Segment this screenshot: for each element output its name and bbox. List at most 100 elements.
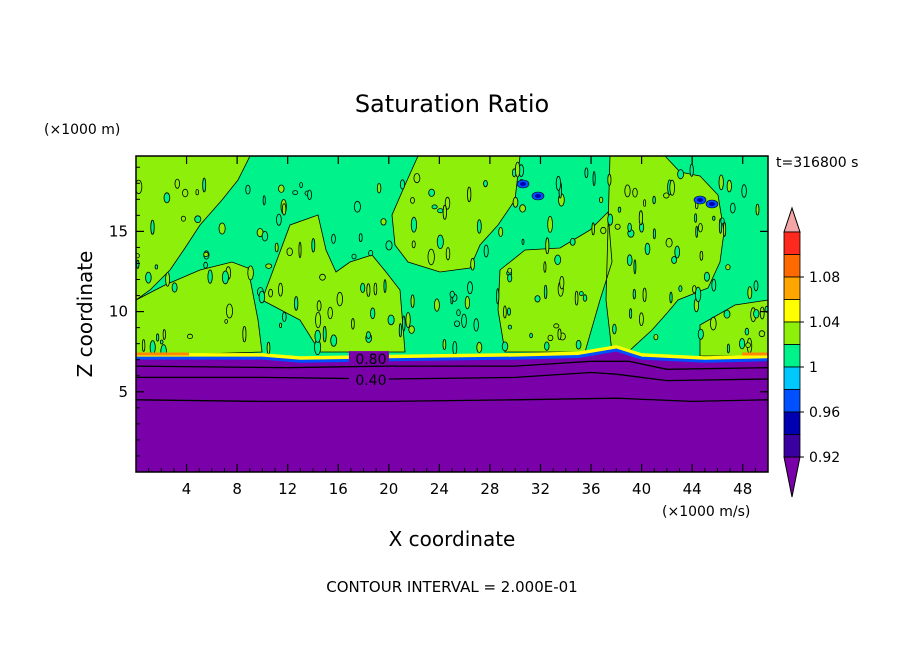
contour-speckle (405, 312, 411, 328)
contour-speckle (709, 316, 717, 331)
time-label: t=316800 s (776, 155, 858, 171)
contour-speckle (427, 248, 435, 266)
colorbar-band (783, 231, 801, 255)
contour-speckle (543, 261, 547, 273)
contour-speckle (544, 341, 550, 351)
contour-speckle (745, 342, 751, 348)
x-tick-label: 12 (278, 480, 297, 498)
subsaturated-spot-core (697, 198, 703, 202)
colorbar-band (783, 389, 801, 413)
colorbar-band (783, 254, 801, 278)
contour-speckle (245, 184, 251, 195)
contour-speckle (315, 311, 322, 329)
y-tick-label: 5 (118, 383, 128, 401)
contour-speckle (507, 324, 512, 330)
contour-speckle (582, 294, 588, 302)
contour-speckle (547, 215, 553, 233)
contour-speckle (431, 204, 438, 210)
contour-speckle (262, 195, 266, 206)
contour-speckle (368, 250, 374, 257)
contour-speckle (652, 195, 656, 205)
contour-speckle (726, 343, 730, 354)
contour-speckle (652, 228, 656, 240)
contour-speckle (202, 177, 207, 193)
contour-speckle (753, 309, 760, 319)
colorbar-label: 0.96 (809, 405, 840, 421)
contour-speckle (624, 184, 631, 198)
contour-speckle (180, 215, 186, 222)
x-tick-label: 4 (182, 480, 192, 498)
contour-speckle (162, 328, 166, 340)
contour-speckle (353, 200, 361, 213)
x-tick-label: 48 (733, 480, 752, 498)
contour-speckle (669, 179, 675, 196)
contour-speckle (433, 298, 440, 312)
contour-speckle (483, 180, 488, 188)
contour-speckle (720, 217, 725, 225)
edge-orange-strip (136, 352, 189, 356)
contour-speckle (398, 323, 402, 338)
contour-speckle (366, 283, 371, 297)
contour-speckle (195, 189, 199, 196)
contour-speckle (281, 311, 287, 322)
cloud-base-edge (136, 348, 768, 363)
contour-speckle (225, 303, 233, 319)
contour-speckle (607, 213, 614, 226)
x-tick-label: 36 (581, 480, 600, 498)
contour-speckle (258, 290, 266, 304)
contour-speckle (579, 291, 584, 297)
contour-speckle (149, 340, 156, 355)
contour-speckle (569, 237, 576, 246)
contour-speckle (555, 175, 562, 191)
colorbar-bottom-arrow (783, 456, 801, 498)
contour-speckle (428, 188, 435, 197)
y-axis-label: Z coordinate (73, 251, 97, 378)
x-tick-label: 24 (430, 480, 449, 498)
contour-speckle (136, 253, 140, 259)
colorbar-band (783, 344, 801, 368)
colorbar-top-arrow (783, 206, 801, 233)
contour-speckle (534, 295, 541, 303)
contour-speckle (698, 222, 703, 233)
contour-speckle (449, 290, 455, 298)
contour-speckle (529, 332, 533, 339)
contour-speckle (453, 320, 460, 327)
contour-speckle (629, 308, 633, 319)
contour-speckle (575, 339, 582, 350)
contour-speckle (632, 187, 638, 198)
contour-speckle (154, 264, 159, 270)
contour-speckle (351, 253, 357, 260)
x-tick-label: 44 (683, 480, 702, 498)
contour-label-group: 0.80 0.40 (348, 351, 389, 389)
contour-speckle (218, 222, 226, 235)
contour-speckle (476, 219, 482, 234)
y-unit-label: (×1000 m) (44, 122, 120, 138)
contour-speckle (725, 264, 731, 271)
contour-speckle (617, 206, 622, 213)
contour-speckle (444, 196, 451, 210)
contour-speckle (695, 225, 699, 238)
contour-speckle (373, 282, 378, 296)
contour-speckle (436, 234, 444, 250)
contour-speckle (159, 339, 164, 345)
contour-speckle (376, 182, 382, 194)
contour-speckle (410, 216, 417, 233)
colorbar-band (783, 434, 801, 458)
contour-speckle (327, 306, 333, 320)
contour-speckle (278, 184, 285, 193)
contour-speckle (507, 273, 513, 283)
contour-speckle (136, 259, 140, 269)
contour-speckle (261, 230, 269, 242)
contour-speckle (755, 203, 760, 216)
contour-speckle (632, 288, 636, 300)
contour-speckle (627, 222, 632, 233)
x-tick-label: 28 (480, 480, 499, 498)
contour-speckle (600, 226, 607, 235)
contour-speckle (712, 215, 716, 221)
contour-speckle (726, 179, 732, 193)
saturation-edge-band (136, 345, 768, 362)
contour-speckle (410, 196, 415, 204)
chart-title: Saturation Ratio (355, 90, 549, 118)
contour-speckle (753, 280, 759, 292)
